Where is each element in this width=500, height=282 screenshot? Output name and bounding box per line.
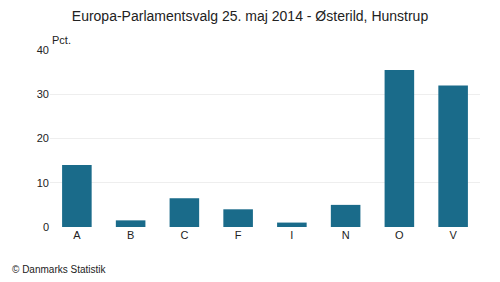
svg-text:I: I: [290, 229, 293, 241]
svg-text:© Danmarks Statistik: © Danmarks Statistik: [12, 264, 107, 275]
svg-text:Pct.: Pct.: [52, 34, 71, 46]
svg-text:A: A: [73, 229, 81, 241]
svg-text:20: 20: [37, 132, 49, 144]
svg-text:Europa-Parlamentsvalg 25. maj: Europa-Parlamentsvalg 25. maj 2014 - Øst…: [72, 8, 429, 24]
svg-text:V: V: [449, 229, 457, 241]
svg-text:10: 10: [37, 177, 49, 189]
svg-text:C: C: [180, 229, 188, 241]
svg-text:N: N: [342, 229, 350, 241]
svg-text:B: B: [127, 229, 134, 241]
svg-text:F: F: [235, 229, 242, 241]
svg-text:40: 40: [37, 44, 49, 56]
svg-text:O: O: [395, 229, 404, 241]
svg-text:0: 0: [43, 221, 49, 233]
svg-text:30: 30: [37, 88, 49, 100]
